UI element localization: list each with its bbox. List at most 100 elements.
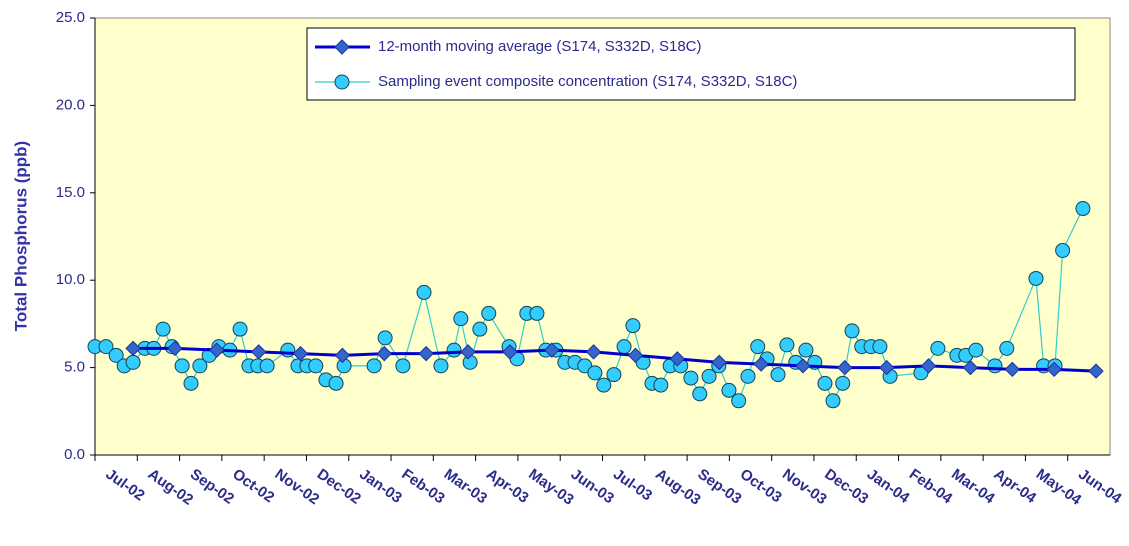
marker [731, 393, 747, 409]
marker [1028, 270, 1044, 286]
marker [292, 345, 309, 362]
y-axis-title: Total Phosphorus (ppb) [11, 141, 30, 331]
marker [453, 311, 469, 327]
x-tick-label: Sep-02 [187, 466, 237, 508]
marker [683, 370, 699, 386]
marker [1075, 201, 1091, 217]
marker [987, 358, 1003, 374]
marker [418, 345, 434, 362]
marker [377, 330, 393, 346]
x-tick-label: Dec-03 [821, 466, 871, 508]
marker [460, 344, 476, 360]
marker [753, 356, 769, 372]
marker [481, 305, 497, 321]
marker [750, 339, 766, 355]
y-tick-label: 10.0 [56, 271, 85, 288]
marker [701, 368, 717, 384]
marker [232, 321, 248, 337]
x-tick-label: Oct-03 [737, 466, 785, 507]
x-tick-label: Mar-03 [441, 466, 490, 508]
marker [968, 342, 984, 358]
marker [779, 337, 795, 353]
x-tick-label: Oct-02 [229, 466, 277, 507]
marker [837, 359, 853, 376]
x-tick-label: Jun-03 [568, 466, 617, 508]
marker [798, 342, 814, 358]
marker [770, 367, 786, 383]
marker [1004, 361, 1021, 378]
x-tick-label: Jan-03 [356, 466, 405, 507]
marker [280, 342, 296, 358]
marker [844, 323, 860, 339]
marker [167, 340, 183, 357]
marker [711, 354, 727, 371]
marker [577, 358, 593, 374]
marker [585, 344, 602, 360]
x-tick-label: Mar-04 [948, 466, 998, 508]
x-tick-label: Apr-04 [991, 466, 1040, 508]
x-tick-label: Dec-02 [314, 466, 364, 508]
legend-label: 12-month moving average (S174, S332D, S1… [378, 38, 702, 55]
marker [825, 393, 841, 409]
marker [259, 358, 275, 374]
marker [625, 318, 641, 334]
marker [125, 354, 141, 370]
marker [920, 358, 937, 374]
x-tick-label: Jun-04 [1075, 466, 1125, 508]
x-tick-label: May-04 [1033, 466, 1085, 509]
marker [446, 342, 462, 358]
x-tick-label: Nov-03 [779, 466, 830, 509]
x-tick-label: Aug-02 [145, 466, 196, 509]
marker [1046, 361, 1062, 378]
x-tick-label: Feb-04 [906, 466, 956, 508]
x-tick-label: Jul-02 [102, 466, 147, 505]
marker [334, 347, 351, 364]
marker [692, 386, 708, 402]
marker [174, 358, 190, 374]
marker [155, 321, 171, 337]
x-tick-label: Apr-03 [483, 466, 532, 507]
marker [250, 344, 267, 360]
marker [872, 339, 888, 355]
marker [395, 358, 411, 374]
marker [433, 358, 449, 374]
marker [1055, 242, 1071, 258]
marker [366, 358, 382, 374]
marker [125, 340, 141, 357]
x-tick-label: Feb-03 [398, 466, 447, 508]
marker [1088, 363, 1104, 379]
marker [328, 375, 344, 391]
marker [108, 347, 124, 363]
x-tick-label: Jan-04 [864, 466, 913, 508]
y-tick-label: 5.0 [64, 359, 85, 376]
x-tick-label: Sep-03 [695, 466, 745, 508]
y-tick-label: 0.0 [64, 446, 85, 463]
marker [817, 375, 833, 391]
marker [962, 359, 979, 376]
marker [721, 382, 737, 398]
marker [835, 375, 851, 391]
marker [472, 321, 488, 337]
marker [376, 345, 392, 362]
marker [795, 358, 811, 374]
y-tick-label: 25.0 [56, 9, 85, 26]
marker [669, 351, 686, 367]
legend-marker [334, 39, 350, 55]
legend-marker [334, 74, 350, 90]
x-tick-label: May-03 [525, 466, 576, 509]
marker [192, 358, 208, 374]
marker [740, 368, 756, 384]
marker [544, 342, 560, 358]
marker [98, 339, 114, 355]
marker [529, 305, 545, 321]
marker [606, 367, 622, 383]
y-tick-label: 20.0 [56, 96, 85, 113]
marker [502, 344, 518, 360]
marker [596, 377, 612, 393]
marker [308, 358, 324, 374]
x-tick-label: Nov-02 [272, 466, 323, 509]
marker [616, 339, 632, 355]
y-tick-label: 15.0 [56, 184, 85, 201]
legend-label: Sampling event composite concentration (… [378, 73, 797, 90]
